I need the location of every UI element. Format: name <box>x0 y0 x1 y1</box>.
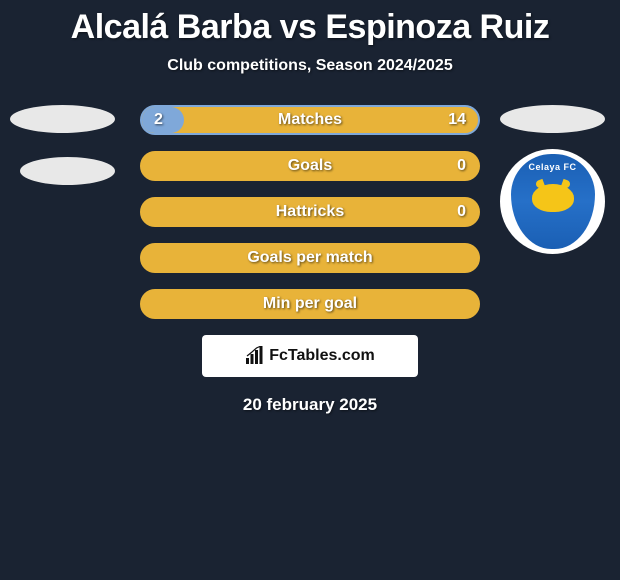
bull-icon <box>532 184 574 212</box>
bar-chart-icon <box>245 346 265 366</box>
page-subtitle: Club competitions, Season 2024/2025 <box>0 57 620 75</box>
right-team-crest: Celaya FC <box>500 149 605 254</box>
stat-label: Matches <box>278 111 342 129</box>
stat-right-value: 14 <box>448 111 466 129</box>
stat-bar-matches: 2 Matches 14 <box>140 105 480 135</box>
stat-bar-min-per-goal: Min per goal <box>140 289 480 319</box>
stat-left-value: 2 <box>154 111 163 129</box>
stat-bar-goals-per-match: Goals per match <box>140 243 480 273</box>
stat-bar-hattricks: Hattricks 0 <box>140 197 480 227</box>
stat-right-value: 0 <box>457 157 466 175</box>
stat-right-value: 0 <box>457 203 466 221</box>
right-team-badges: Celaya FC <box>500 105 610 254</box>
stat-label: Goals <box>288 157 332 175</box>
stat-bar-goals: Goals 0 <box>140 151 480 181</box>
stat-label: Hattricks <box>276 203 344 221</box>
footer-date: 20 february 2025 <box>0 395 620 415</box>
crest-label: Celaya FC <box>528 162 576 172</box>
right-badge-1 <box>500 105 605 133</box>
stat-bars: 2 Matches 14 Goals 0 Hattricks 0 Goals per matc… <box>140 105 480 319</box>
left-badge-1 <box>10 105 115 133</box>
brand-widget: FcTables.com <box>202 335 418 377</box>
crest-shield-icon: Celaya FC <box>511 154 595 249</box>
stat-label: Goals per match <box>247 249 372 267</box>
left-team-badges <box>10 105 120 209</box>
stat-label: Min per goal <box>263 295 357 313</box>
stat-bar-left-fill <box>142 107 184 133</box>
comparison-content: Celaya FC 2Matches14Goals0Hattricks0Goal… <box>0 105 620 415</box>
brand-text: FcTables.com <box>269 347 375 365</box>
page-title: Alcalá Barba vs Espinoza Ruiz <box>0 0 620 47</box>
left-badge-2 <box>20 157 115 185</box>
